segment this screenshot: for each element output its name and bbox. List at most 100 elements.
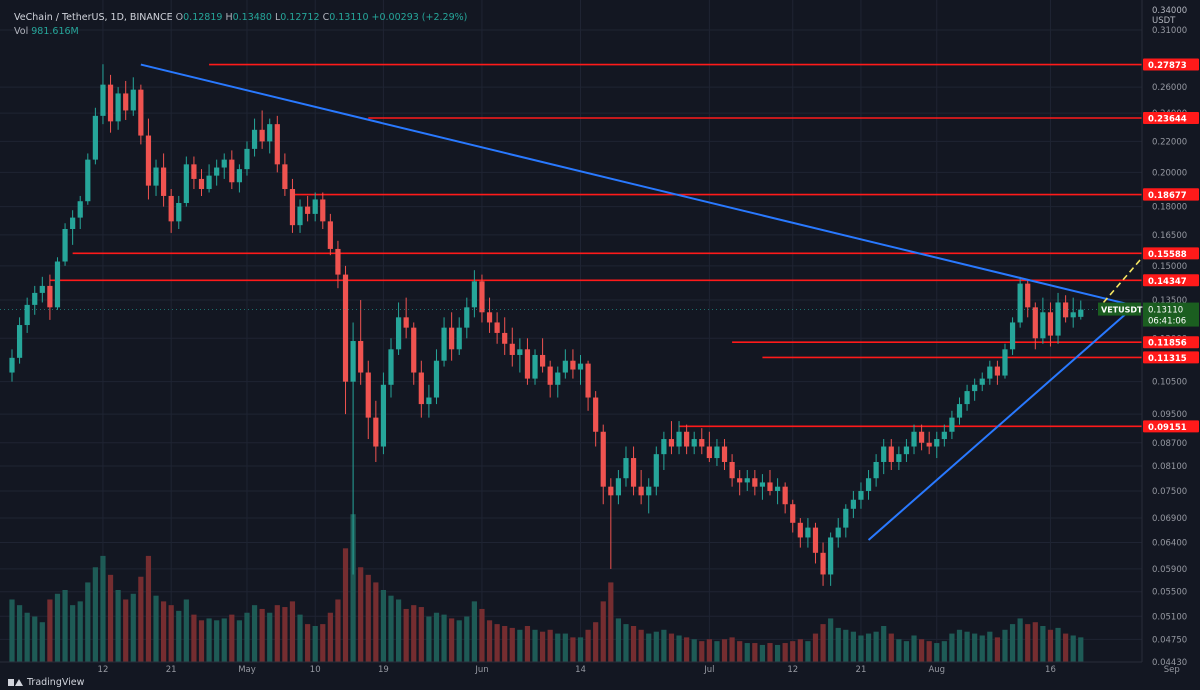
candle — [540, 338, 546, 373]
candle-body — [812, 527, 819, 553]
volume-bar — [388, 595, 394, 662]
candle-body — [418, 372, 424, 405]
candle — [70, 210, 76, 245]
volume-bar — [691, 639, 697, 662]
volume-bar — [850, 631, 856, 662]
candle-body — [691, 439, 697, 447]
candle-body — [388, 349, 394, 385]
candle — [509, 327, 515, 367]
price-level-label: 0.11315 — [1148, 354, 1187, 364]
volume-bar — [509, 627, 515, 662]
volume-bar — [774, 644, 781, 662]
price-level-label: 0.27873 — [1148, 61, 1187, 71]
volume-bar — [403, 608, 409, 662]
volume-bar — [274, 605, 280, 662]
trendline — [867, 312, 1127, 541]
candle — [411, 322, 417, 385]
candle-body — [77, 201, 83, 218]
volume-bar — [54, 593, 61, 662]
candle — [570, 349, 576, 379]
candle — [615, 470, 621, 505]
candle — [646, 478, 652, 514]
candle-body — [896, 454, 902, 462]
volume-bar — [464, 616, 470, 662]
candle-body — [759, 482, 766, 487]
candle — [638, 470, 644, 505]
volume-bar — [107, 574, 114, 662]
candle-body — [214, 167, 220, 176]
time-tick-label: Jul — [703, 665, 714, 675]
candle-body — [577, 363, 584, 370]
price-level-tag — [1143, 336, 1199, 349]
candle-body — [911, 431, 917, 447]
candle-body — [305, 206, 311, 214]
candle — [608, 478, 614, 569]
time-axis: 1221May1019Jun14Jul1221Aug16Sep13 — [0, 661, 1180, 675]
candle-body — [630, 458, 637, 487]
volume-bar — [236, 620, 242, 662]
candle — [1047, 302, 1054, 347]
candle — [464, 297, 470, 339]
candle — [888, 439, 894, 471]
volume-bar — [9, 599, 15, 662]
price-tick-label: 0.22000 — [1152, 137, 1187, 147]
candle — [312, 192, 318, 222]
candle — [1063, 295, 1069, 323]
volume-bar — [706, 639, 712, 662]
candle-body — [107, 84, 114, 122]
candle-body — [737, 478, 743, 483]
candle-body — [16, 325, 23, 358]
volume-bar — [858, 635, 864, 662]
candle-body — [608, 486, 614, 496]
candle — [161, 153, 167, 207]
candle — [335, 240, 341, 289]
candle — [941, 424, 947, 447]
volume-bar — [373, 582, 379, 662]
volume-bar — [919, 639, 925, 662]
volume-bar — [646, 633, 652, 662]
candle — [790, 499, 796, 533]
candle-body — [782, 486, 788, 505]
candle-body — [600, 431, 606, 487]
trendline — [140, 63, 1127, 305]
volume-bar — [251, 605, 258, 662]
candle — [699, 428, 705, 455]
candle — [562, 349, 568, 379]
volume-bar — [987, 631, 993, 662]
price-tick-label: 0.26000 — [1152, 83, 1187, 93]
candle-body — [327, 221, 333, 249]
candle-body — [259, 129, 265, 142]
candle — [987, 360, 993, 385]
change-value: +0.00293 (+2.29%) — [371, 12, 468, 23]
volume-bar — [267, 612, 273, 662]
volume-bar — [964, 631, 970, 662]
candle — [206, 164, 212, 193]
volume-bar — [570, 637, 576, 662]
candle-body — [191, 164, 197, 179]
candle-body — [684, 431, 690, 447]
tradingview-logo[interactable]: TradingView — [8, 677, 84, 688]
candle-body — [562, 360, 568, 373]
candle — [577, 354, 584, 385]
candle — [176, 195, 182, 230]
volume-bar — [547, 629, 553, 662]
candle — [479, 274, 485, 323]
candle-body — [570, 360, 576, 370]
volume-bar — [790, 641, 796, 662]
candle-body — [956, 404, 963, 418]
candle — [714, 439, 720, 466]
candle — [547, 360, 553, 398]
candle — [198, 169, 205, 196]
candle-body — [9, 357, 15, 373]
price-level-tag — [1143, 420, 1199, 433]
volume-bar — [456, 620, 462, 662]
candle — [1032, 302, 1038, 350]
price-tick-label: 0.04430 — [1152, 658, 1187, 668]
candle — [259, 110, 265, 149]
volume-bar — [835, 627, 841, 662]
candle — [456, 317, 462, 355]
candle — [835, 518, 841, 548]
candle — [881, 439, 887, 475]
volume-bar — [630, 626, 637, 662]
